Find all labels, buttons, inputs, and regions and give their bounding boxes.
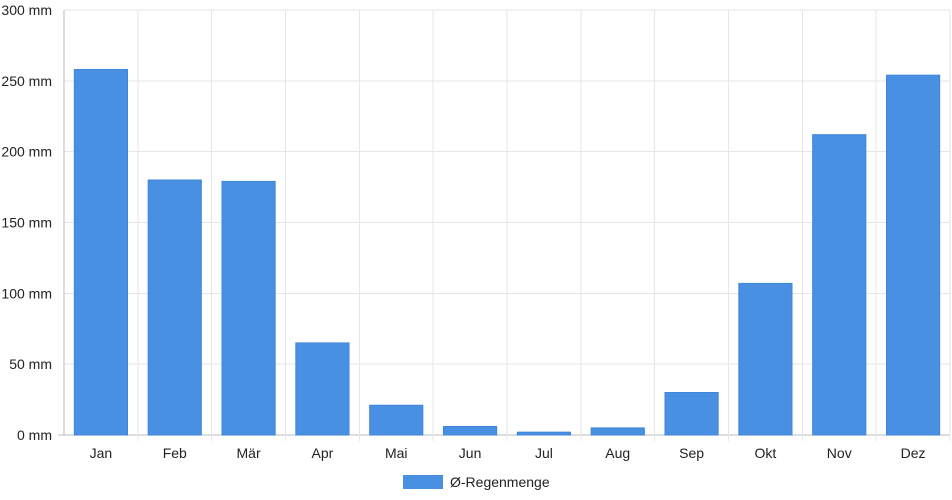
bar-jul[interactable] <box>516 431 571 436</box>
x-tick-label: Jul <box>535 445 553 461</box>
x-tick-label: Feb <box>163 445 187 461</box>
bar-mär[interactable] <box>221 180 276 436</box>
x-tick-label: Dez <box>901 445 926 461</box>
x-tick-label: Aug <box>605 445 630 461</box>
y-tick-label: 0 mm <box>17 427 52 443</box>
grid-layer <box>58 9 951 441</box>
y-tick-label: 250 mm <box>1 73 52 89</box>
bar-aug[interactable] <box>590 427 645 436</box>
x-tick-label: Jun <box>459 445 482 461</box>
bar-dez[interactable] <box>886 74 941 436</box>
bar-okt[interactable] <box>738 282 793 436</box>
y-axis-tick-labels: 0 mm 50 mm 100 mm 150 mm 200 mm 250 mm 300 mm <box>1 2 52 443</box>
y-tick-label: 200 mm <box>1 144 52 160</box>
legend-label[interactable]: Ø-Regenmenge <box>450 474 550 490</box>
x-tick-label: Nov <box>827 445 852 461</box>
x-tick-label: Jan <box>90 445 113 461</box>
legend-swatch[interactable] <box>403 475 443 489</box>
x-tick-label: Sep <box>679 445 704 461</box>
y-tick-label: 150 mm <box>1 215 52 231</box>
legend[interactable]: Ø-Regenmenge <box>403 474 550 490</box>
x-tick-label: Mär <box>237 445 261 461</box>
x-tick-label: Mai <box>385 445 408 461</box>
y-tick-label: 100 mm <box>1 285 52 301</box>
x-tick-label: Okt <box>755 445 777 461</box>
bar-mai[interactable] <box>369 404 424 436</box>
y-tick-label: 50 mm <box>9 356 52 372</box>
bar-jan[interactable] <box>73 69 128 436</box>
bar-sep[interactable] <box>664 392 719 436</box>
bar-nov[interactable] <box>812 134 867 436</box>
y-tick-label: 300 mm <box>1 2 52 18</box>
bar-apr[interactable] <box>295 342 350 436</box>
bars-layer <box>73 69 941 436</box>
bar-feb[interactable] <box>147 179 202 436</box>
bar-jun[interactable] <box>443 426 498 436</box>
x-axis-tick-labels: Jan Feb Mär Apr Mai Jun Jul Aug Sep Okt Nov Dez <box>90 445 926 461</box>
x-tick-label: Apr <box>312 445 334 461</box>
